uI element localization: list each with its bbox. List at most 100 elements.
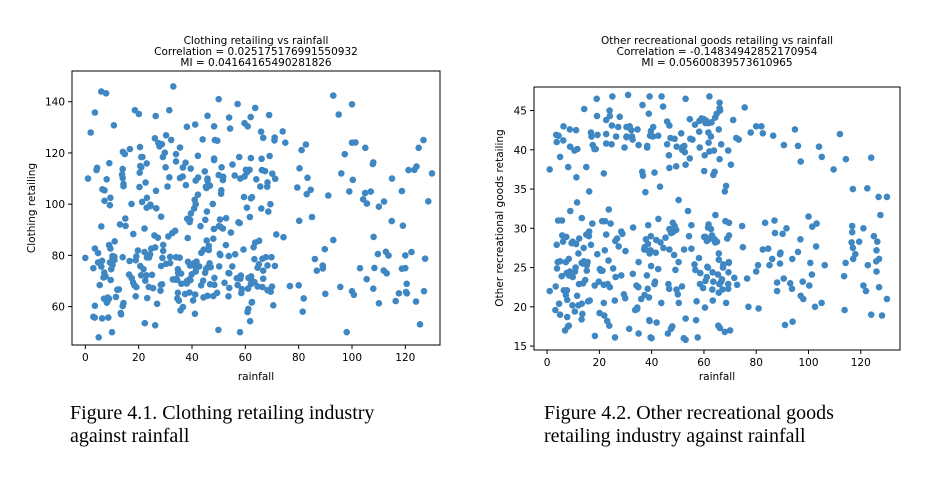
data-point [855, 238, 863, 245]
data-point [848, 239, 855, 246]
data-point [601, 217, 609, 225]
data-point [780, 141, 788, 149]
y-tick-label: 60 [52, 302, 65, 314]
data-point [862, 287, 870, 295]
data-point [663, 118, 671, 125]
data-point [200, 246, 207, 253]
data-point [786, 280, 794, 287]
data-point [665, 152, 673, 159]
data-point [594, 131, 601, 139]
data-point [686, 115, 694, 123]
data-point [572, 240, 580, 248]
data-point [600, 299, 608, 307]
data-point [546, 166, 553, 173]
x-tick-label: 120 [395, 352, 415, 364]
data-point [303, 190, 311, 198]
data-point [773, 287, 781, 295]
data-point [142, 277, 149, 285]
data-point [875, 193, 882, 201]
data-point [724, 147, 732, 154]
data-point [268, 253, 275, 261]
data-point [658, 299, 665, 307]
data-point [251, 278, 258, 286]
data-point [616, 113, 623, 121]
data-point [399, 222, 407, 229]
data-point [388, 217, 396, 225]
data-point [596, 309, 603, 317]
data-point [704, 224, 712, 231]
data-point [731, 274, 738, 282]
data-point [221, 279, 228, 287]
data-point [172, 158, 180, 165]
data-point [271, 137, 278, 144]
data-point [234, 100, 241, 108]
data-point [236, 328, 244, 336]
data-point [295, 282, 303, 289]
data-point [575, 235, 583, 242]
data-point [873, 268, 880, 275]
data-point [653, 319, 660, 326]
data-point [248, 193, 256, 201]
data-point [257, 183, 264, 190]
data-point [560, 123, 567, 130]
data-point [703, 273, 711, 281]
data-point [818, 299, 825, 307]
data-point [701, 304, 709, 311]
data-point [766, 261, 773, 269]
data-point [682, 95, 689, 103]
data-point [264, 262, 271, 269]
data-point [258, 205, 265, 212]
data-point [352, 139, 359, 146]
data-point [103, 176, 110, 183]
data-point [231, 251, 239, 258]
data-point [259, 134, 267, 142]
data-point [561, 327, 569, 334]
data-point [170, 83, 177, 90]
data-point [149, 284, 157, 292]
data-point [251, 255, 258, 263]
data-point [621, 294, 629, 302]
data-point [878, 312, 886, 319]
data-point [686, 155, 694, 162]
data-point [672, 266, 679, 274]
data-point [119, 165, 126, 173]
data-point [119, 302, 126, 310]
data-point [295, 217, 303, 225]
data-point [724, 285, 732, 293]
data-point [218, 164, 225, 171]
data-point [349, 176, 357, 184]
data-point [771, 217, 778, 224]
data-point [725, 258, 733, 266]
data-point [194, 152, 202, 160]
data-point [165, 233, 172, 240]
y-tick-label: 20 [514, 302, 527, 314]
data-point [405, 166, 412, 174]
data-point [240, 193, 248, 201]
data-point [554, 258, 562, 266]
data-point [629, 136, 636, 143]
data-point [769, 132, 777, 139]
data-point [647, 247, 654, 254]
data-point [255, 237, 263, 245]
data-point [716, 155, 723, 163]
data-point [591, 282, 598, 289]
data-point [182, 159, 189, 166]
data-point [643, 272, 651, 279]
data-point [267, 288, 275, 296]
data-point [684, 207, 692, 215]
data-point [125, 271, 133, 278]
data-point [558, 217, 566, 224]
data-point [689, 136, 696, 143]
data-point [235, 153, 243, 161]
data-point [147, 245, 155, 252]
data-point [217, 223, 224, 230]
data-point [82, 254, 89, 262]
data-point [302, 141, 310, 148]
data-point [100, 295, 108, 303]
data-point [608, 122, 616, 129]
data-point [613, 235, 621, 242]
data-point [583, 231, 590, 238]
data-point [666, 225, 673, 233]
data-point [589, 220, 596, 227]
data-point [877, 211, 884, 219]
